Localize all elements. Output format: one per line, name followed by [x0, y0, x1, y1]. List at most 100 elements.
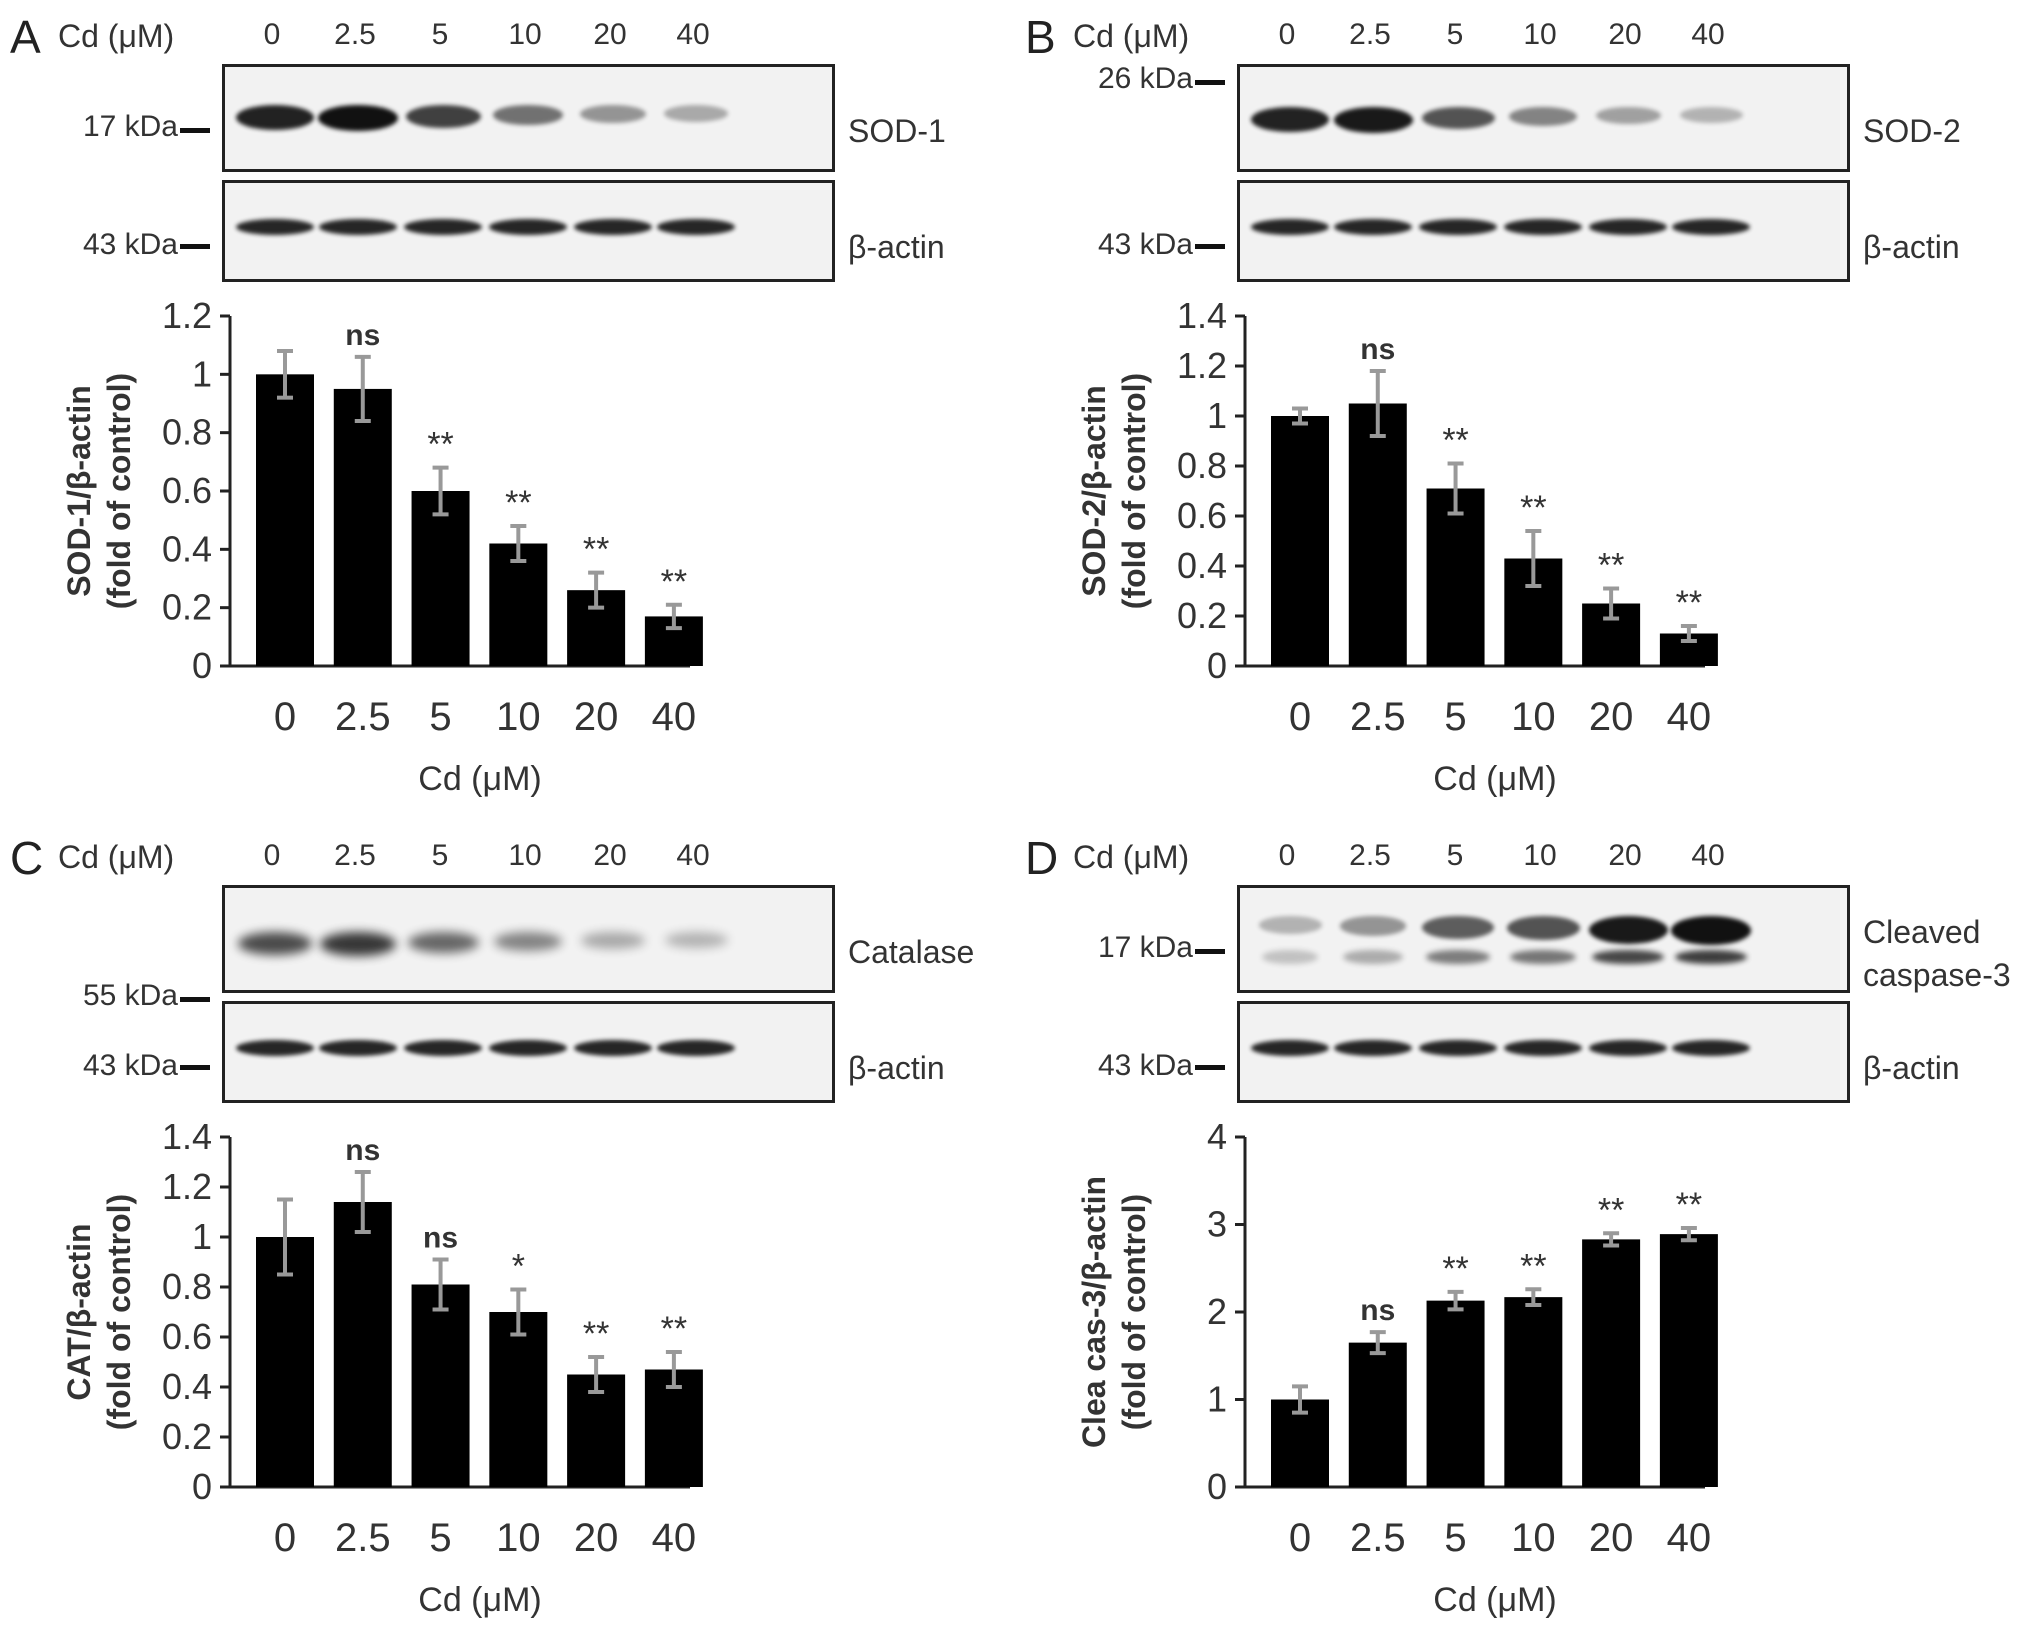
- lane-label: 40: [1691, 18, 1725, 51]
- significance-label: *: [512, 1248, 525, 1286]
- y-tick-label: 0.2: [1177, 595, 1227, 636]
- panel-b: B Cd (μM) 0 2.5 5 10 20 40 26 kDa 43 kDa SOD-2 β-ac…: [1015, 0, 2030, 821]
- significance-label: **: [583, 531, 609, 569]
- x-tick-label: 2.5: [1350, 695, 1406, 739]
- protein-band-lower: [1675, 950, 1747, 964]
- significance-label: **: [1676, 1186, 1702, 1224]
- protein-band: [1509, 107, 1577, 127]
- actin-band: [404, 1040, 482, 1056]
- lane-label: 10: [508, 839, 542, 872]
- y-tick-label: 0: [192, 645, 212, 686]
- target-protein-label: SOD-1: [848, 113, 946, 149]
- target-kda-marker: 17 kDa: [1097, 931, 1193, 964]
- bar-chart: 0 0.2 0.4 0.6 0.8 1 1.2 1.4 0 ns 2.5 ** 5 ** 10 ** 20 ** 4…: [1076, 295, 1718, 798]
- significance-label: **: [1676, 584, 1702, 622]
- actin-band: [1672, 219, 1750, 235]
- protein-band: [664, 932, 728, 949]
- protein-band: [1340, 916, 1406, 936]
- actin-band: [1419, 1040, 1497, 1056]
- bar: [333, 388, 392, 666]
- protein-band: [1422, 916, 1494, 940]
- actin-kda-marker: 43 kDa: [1097, 1049, 1193, 1082]
- significance-label: ns: [423, 1222, 458, 1255]
- x-tick-label: 10: [1511, 1516, 1556, 1560]
- bar: [333, 1202, 392, 1487]
- kda-tick: [1195, 244, 1225, 249]
- significance-label: ns: [1360, 333, 1395, 366]
- bar: [256, 374, 314, 666]
- x-tick-label: 5: [429, 695, 451, 739]
- y-tick-label: 0.8: [162, 1266, 212, 1307]
- significance-label: **: [1598, 547, 1624, 585]
- actin-band: [236, 219, 314, 235]
- lane-label: 2.5: [334, 839, 376, 872]
- y-axis-title: (fold of control): [1116, 373, 1152, 609]
- x-tick-label: 5: [1444, 695, 1466, 739]
- y-tick-label: 1.2: [162, 1166, 212, 1207]
- protein-band: [1506, 916, 1580, 941]
- x-tick-label: 40: [652, 1516, 697, 1560]
- bar: [1348, 1342, 1407, 1487]
- bar: [489, 1312, 548, 1487]
- actin-band: [1672, 1040, 1750, 1056]
- x-tick-label: 2.5: [1350, 1516, 1406, 1560]
- actin-protein-label: β-actin: [848, 1050, 945, 1086]
- actin-band: [319, 1040, 397, 1056]
- lane-label: 5: [431, 839, 449, 872]
- actin-band: [1251, 1040, 1329, 1056]
- protein-band: [664, 105, 728, 122]
- actin-band: [1504, 1040, 1582, 1056]
- protein-band: [407, 932, 479, 953]
- significance-label: **: [1442, 422, 1468, 460]
- lane-label: 20: [593, 18, 627, 51]
- x-tick-label: 20: [1589, 1516, 1634, 1560]
- actin-blot: [1237, 1001, 1850, 1103]
- y-tick-label: 0: [1207, 1466, 1227, 1507]
- bar: [256, 1237, 314, 1487]
- bar: [489, 543, 548, 666]
- y-tick-label: 1: [192, 353, 212, 394]
- lane-label: 5: [1446, 18, 1464, 51]
- y-tick-label: 1.2: [162, 295, 212, 336]
- kda-tick: [180, 128, 210, 133]
- y-tick-label: 2: [1207, 1291, 1227, 1332]
- protein-band: [1251, 107, 1329, 133]
- x-tick-label: 0: [1289, 1516, 1311, 1560]
- protein-band: [494, 932, 562, 952]
- significance-label: **: [1520, 489, 1546, 527]
- bar-chart: 0 0.2 0.4 0.6 0.8 1 1.2 0 ns 2.5 ** 5 ** 10 ** 20 ** 40 Cd…: [61, 295, 703, 798]
- x-tick-label: 10: [1511, 695, 1556, 739]
- target-blot: [222, 885, 835, 993]
- target-blot: [1237, 64, 1850, 172]
- panel-letter: B: [1025, 11, 1056, 63]
- bar: [1659, 1234, 1718, 1487]
- y-tick-label: 3: [1207, 1204, 1227, 1245]
- actin-kda-marker: 43 kDa: [82, 1049, 178, 1082]
- x-tick-label: 20: [574, 695, 619, 739]
- lane-label: 10: [1523, 18, 1557, 51]
- y-tick-label: 0.2: [162, 587, 212, 628]
- protein-band: [1421, 107, 1495, 130]
- target-protein-label: SOD-2: [1863, 113, 1961, 149]
- lane-label: 0: [263, 839, 281, 872]
- protein-band: [1588, 916, 1668, 944]
- actin-protein-label: β-actin: [1863, 1050, 1960, 1086]
- lane-label: 0: [1278, 839, 1296, 872]
- significance-label: ns: [345, 1134, 380, 1167]
- lane-header: Cd (μM): [1073, 839, 1190, 875]
- panel-d: D Cd (μM) 0 2.5 5 10 20 40 17 kDa 43 kDa Cleaved c…: [1015, 821, 2030, 1642]
- y-tick-label: 0.2: [162, 1416, 212, 1457]
- actin-protein-label: β-actin: [848, 229, 945, 265]
- x-axis-title: Cd (μM): [1433, 1581, 1556, 1619]
- bar: [644, 1369, 703, 1487]
- x-axis-title: Cd (μM): [418, 1581, 541, 1619]
- x-tick-label: 20: [1589, 695, 1634, 739]
- y-tick-label: 0.4: [1177, 545, 1227, 586]
- lane-label: 10: [1523, 839, 1557, 872]
- actin-blot: [222, 1001, 835, 1103]
- lane-label: 0: [1278, 18, 1296, 51]
- y-tick-label: 1: [1207, 1379, 1227, 1420]
- bar: [1582, 1239, 1641, 1487]
- bar: [1426, 488, 1485, 666]
